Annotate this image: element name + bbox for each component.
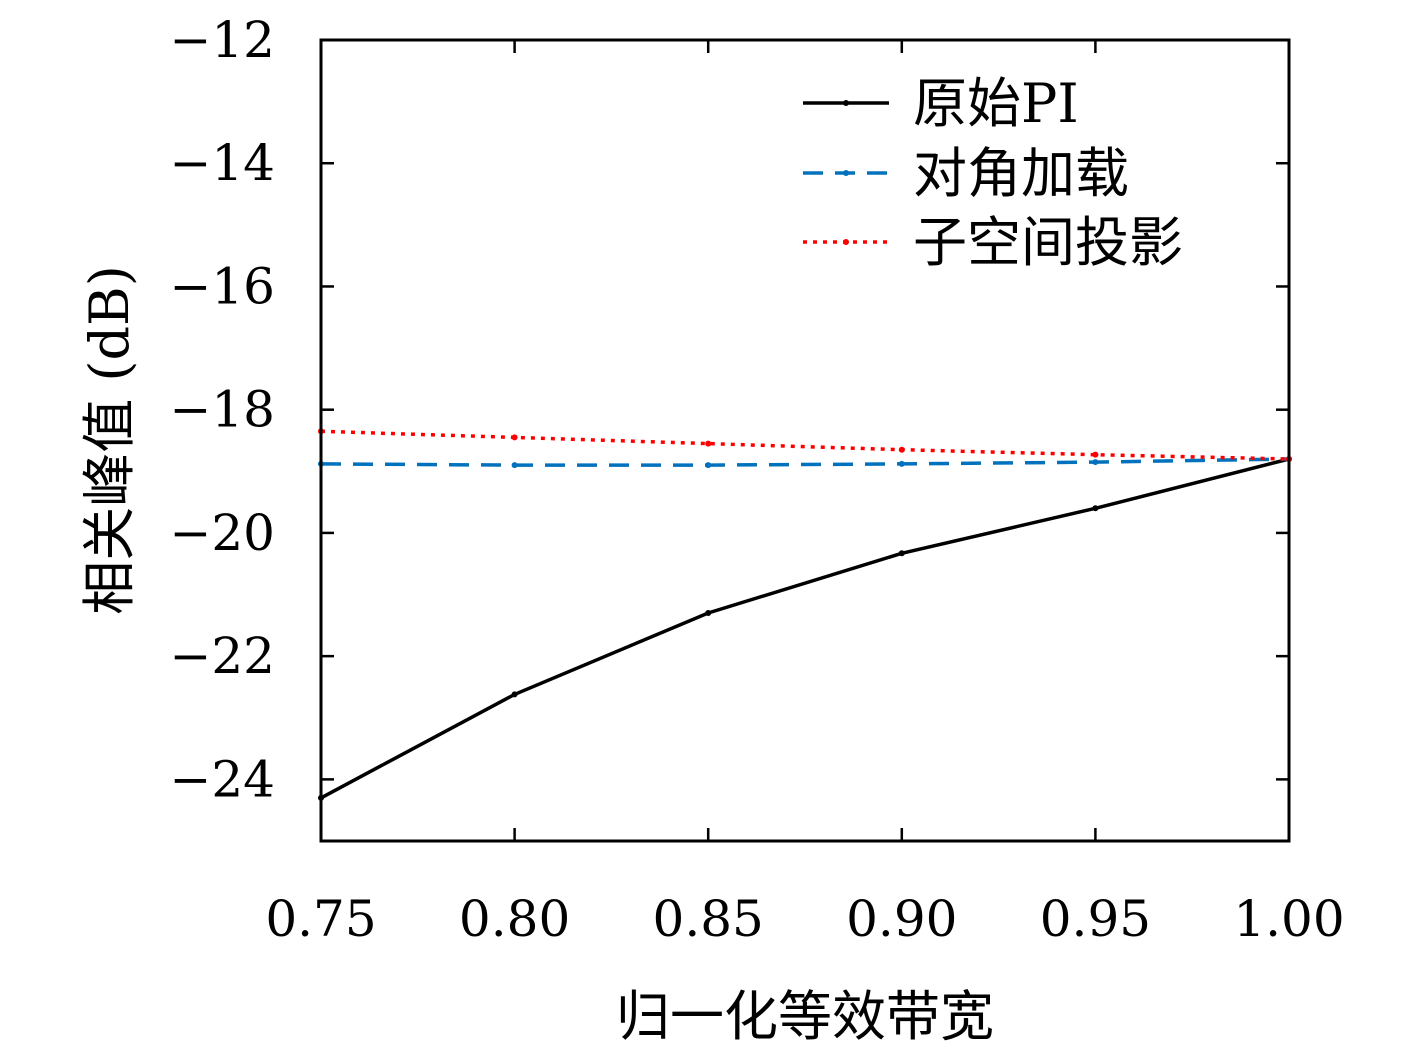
y-tick-label: −20 (169, 504, 275, 562)
legend-label-0: 原始PI (913, 72, 1079, 135)
series-point-0 (1092, 505, 1099, 512)
series-layer (318, 428, 1292, 801)
series-point-2 (705, 440, 712, 447)
y-tick-label: −22 (169, 627, 275, 685)
x-tick-label: 0.90 (846, 890, 957, 948)
x-tick-label: 0.75 (265, 890, 376, 948)
legend-label-2: 子空间投影 (913, 211, 1183, 274)
y-tick-labels: −12 −14 −16 −18 −20 −22 −24 (169, 11, 275, 808)
series-point-1 (1092, 459, 1099, 466)
y-tick-marks (321, 38, 1289, 781)
series-point-2 (898, 446, 905, 453)
y-tick-label: −12 (169, 11, 275, 69)
x-tick-label: 0.85 (653, 890, 764, 948)
x-tick-label: 0.95 (1040, 890, 1151, 948)
legend-marker-2 (843, 239, 849, 245)
x-tick-label: 0.80 (459, 890, 570, 948)
series-line-0 (320, 457, 1290, 800)
legend-marker-0 (843, 100, 849, 106)
plot-frame (319, 38, 1291, 843)
x-tick-label: 1.00 (1233, 890, 1344, 948)
series-point-2 (1092, 451, 1099, 458)
y-tick-label: −18 (169, 381, 275, 439)
x-axis-label: 归一化等效带宽 (616, 985, 994, 1048)
y-tick-label: −24 (169, 750, 275, 808)
series-point-0 (511, 691, 518, 698)
legend-marker-1 (843, 170, 849, 176)
series-point-2 (511, 434, 518, 441)
y-tick-label: −14 (169, 134, 275, 192)
series-point-0 (898, 550, 905, 557)
x-tick-labels: 0.75 0.80 0.85 0.90 0.95 1.00 (265, 890, 1344, 948)
y-tick-label: −16 (169, 257, 275, 315)
series-line-2 (320, 429, 1290, 461)
y-axis-label: 相关峰值 (dB) (78, 265, 141, 615)
series-line-1 (320, 457, 1290, 467)
legend-label-1: 对角加载 (913, 142, 1129, 205)
series-point-0 (705, 610, 712, 617)
series-point-1 (898, 460, 905, 467)
series-point-1 (705, 462, 712, 469)
series-point-1 (511, 462, 518, 469)
